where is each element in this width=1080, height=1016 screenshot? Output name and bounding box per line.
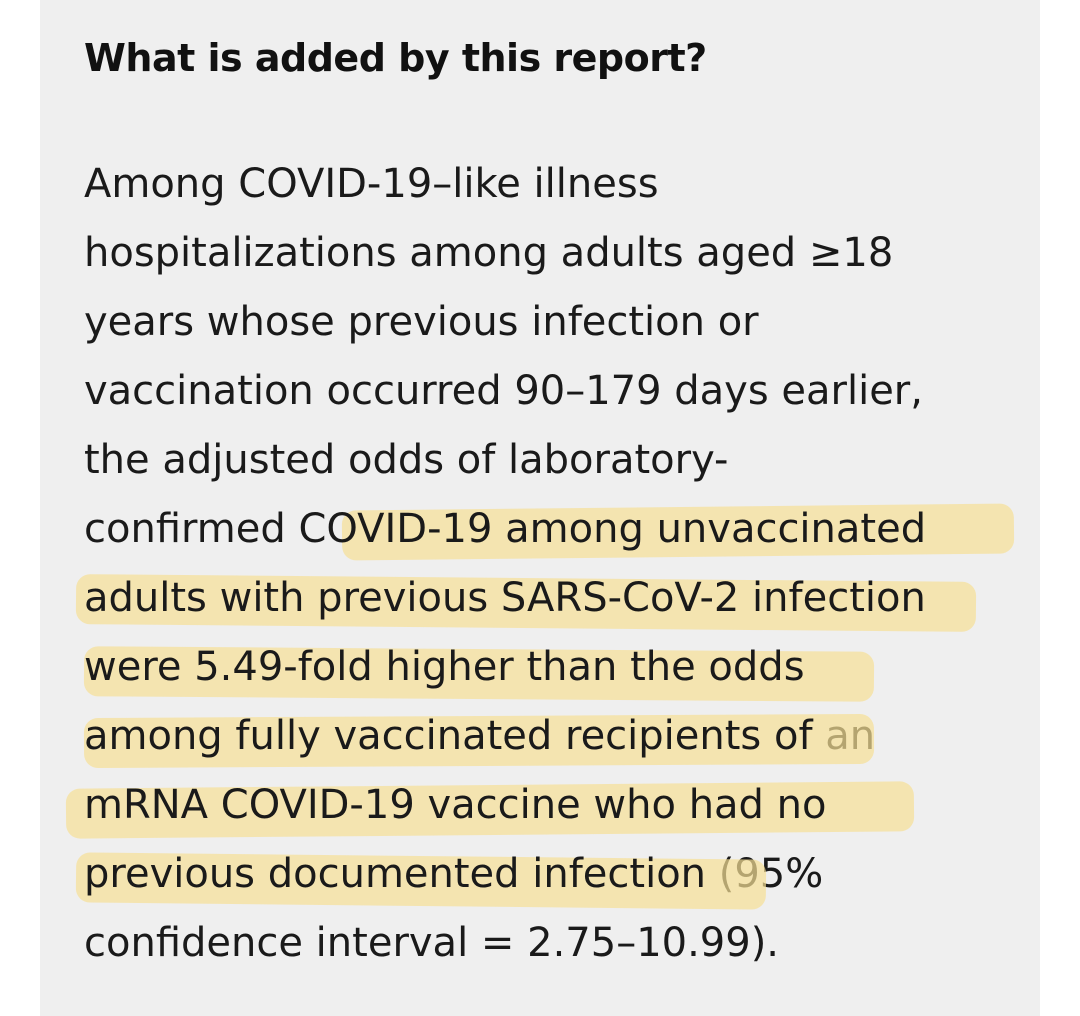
- paragraph-line: previous documented infection (95%: [75, 840, 1034, 910]
- paragraph-line: adults with previous SARS-CoV-2 infectio…: [75, 564, 1034, 633]
- line-text: vaccination occurred 90–179 days earlier…: [84, 368, 923, 414]
- highlighted-text: adults with previous SARS-CoV-2 infectio…: [84, 575, 926, 621]
- paragraph-line: vaccination occurred 90–179 days earlier…: [84, 357, 1034, 426]
- paragraph-line: confirmed COVID-19 among unvaccinated: [84, 495, 1034, 564]
- highlighted-text: among fully vaccinated recipients of: [84, 713, 813, 759]
- paragraph-line: mRNA COVID-19 vaccine who had no: [65, 771, 1034, 840]
- summary-paragraph: Among COVID-19–like illness hospitalizat…: [65, 150, 1034, 978]
- line-text: confidence interval = 2.75–10.99).: [84, 920, 780, 966]
- report-summary-panel: What is added by this report? Among COVI…: [40, 0, 1040, 1016]
- paragraph-line: hospitalizations among adults aged ≥18: [84, 219, 1034, 288]
- highlighted-text: COVID-19 among unvaccinated: [298, 506, 927, 552]
- line-text: Among COVID-19–like illness: [84, 161, 659, 207]
- paragraph-line: the adjusted odds of laboratory-: [84, 426, 1034, 495]
- section-heading: What is added by this report?: [84, 36, 707, 80]
- paragraph-line: Among COVID-19–like illness: [84, 150, 1034, 219]
- line-text: the adjusted odds of laboratory-: [84, 437, 729, 483]
- line-text: years whose previous infection or: [84, 299, 759, 345]
- highlighted-text: previous documented infection: [84, 851, 707, 897]
- line-text: confirmed: [84, 506, 299, 552]
- highlighted-text: were 5.49-fold higher than the odds: [84, 644, 805, 690]
- paragraph-line: years whose previous infection or: [84, 288, 1034, 357]
- paragraph-line: were 5.49-fold higher than the odds: [83, 633, 1034, 702]
- paragraph-line: among fully vaccinated recipients of an: [83, 702, 1034, 771]
- paragraph-line: confidence interval = 2.75–10.99).: [84, 909, 1034, 978]
- highlighted-text: mRNA COVID-19 vaccine who had no: [84, 782, 827, 828]
- line-text: hospitalizations among adults aged ≥18: [84, 230, 894, 276]
